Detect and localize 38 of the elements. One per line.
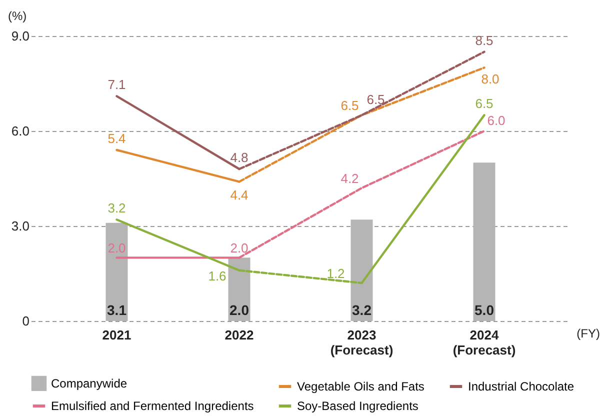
- legend-label: Vegetable Oils and Fats: [297, 380, 424, 394]
- data-label: 2.0: [108, 240, 126, 256]
- data-label: 3.2: [352, 302, 372, 318]
- data-label: 6.5: [475, 96, 494, 112]
- legend-label: Soy-Based Ingredients: [297, 399, 418, 413]
- data-label: 1.2: [326, 266, 345, 281]
- data-label: 2.0: [230, 302, 250, 318]
- data-label: 4.2: [340, 171, 359, 186]
- y-tick-label: 3.0: [11, 218, 30, 234]
- bar: [473, 162, 496, 321]
- data-label: 6.5: [340, 98, 359, 114]
- y-tick-label: 0: [22, 314, 30, 328]
- x-tick-label: 2023 (Forecast): [330, 328, 394, 358]
- data-label: 6.5: [366, 92, 385, 108]
- data-label: 1.6: [208, 268, 226, 284]
- x-tick-label: 2022: [224, 328, 254, 342]
- data-label: 3.1: [107, 302, 127, 318]
- data-label: 8.5: [475, 32, 494, 48]
- x-tick-label: 2024 (Forecast): [452, 328, 516, 358]
- legend-label: Companywide: [51, 376, 128, 390]
- data-label: 2.0: [230, 240, 248, 256]
- data-label: 6.0: [487, 113, 506, 128]
- data-label: 7.1: [108, 77, 126, 92]
- x-tick-label: 2021: [102, 328, 132, 342]
- x-axis-title: (FY): [576, 326, 600, 340]
- data-label: 5.4: [108, 131, 126, 146]
- legend-label: Emulsified and Fermented Ingredients: [51, 399, 254, 413]
- y-tick-label: 9.0: [11, 28, 30, 44]
- y-tick-label: 6.0: [11, 124, 30, 138]
- legend-label: Industrial Chocolate: [468, 380, 574, 394]
- data-label: 5.0: [474, 302, 494, 318]
- data-label: 4.4: [230, 188, 248, 203]
- y-axis-title: (%): [8, 9, 27, 23]
- bar: [106, 222, 128, 321]
- data-label: 8.0: [481, 72, 500, 87]
- data-label: 3.2: [108, 200, 126, 216]
- bar: [350, 220, 373, 321]
- data-label: 4.8: [230, 150, 248, 165]
